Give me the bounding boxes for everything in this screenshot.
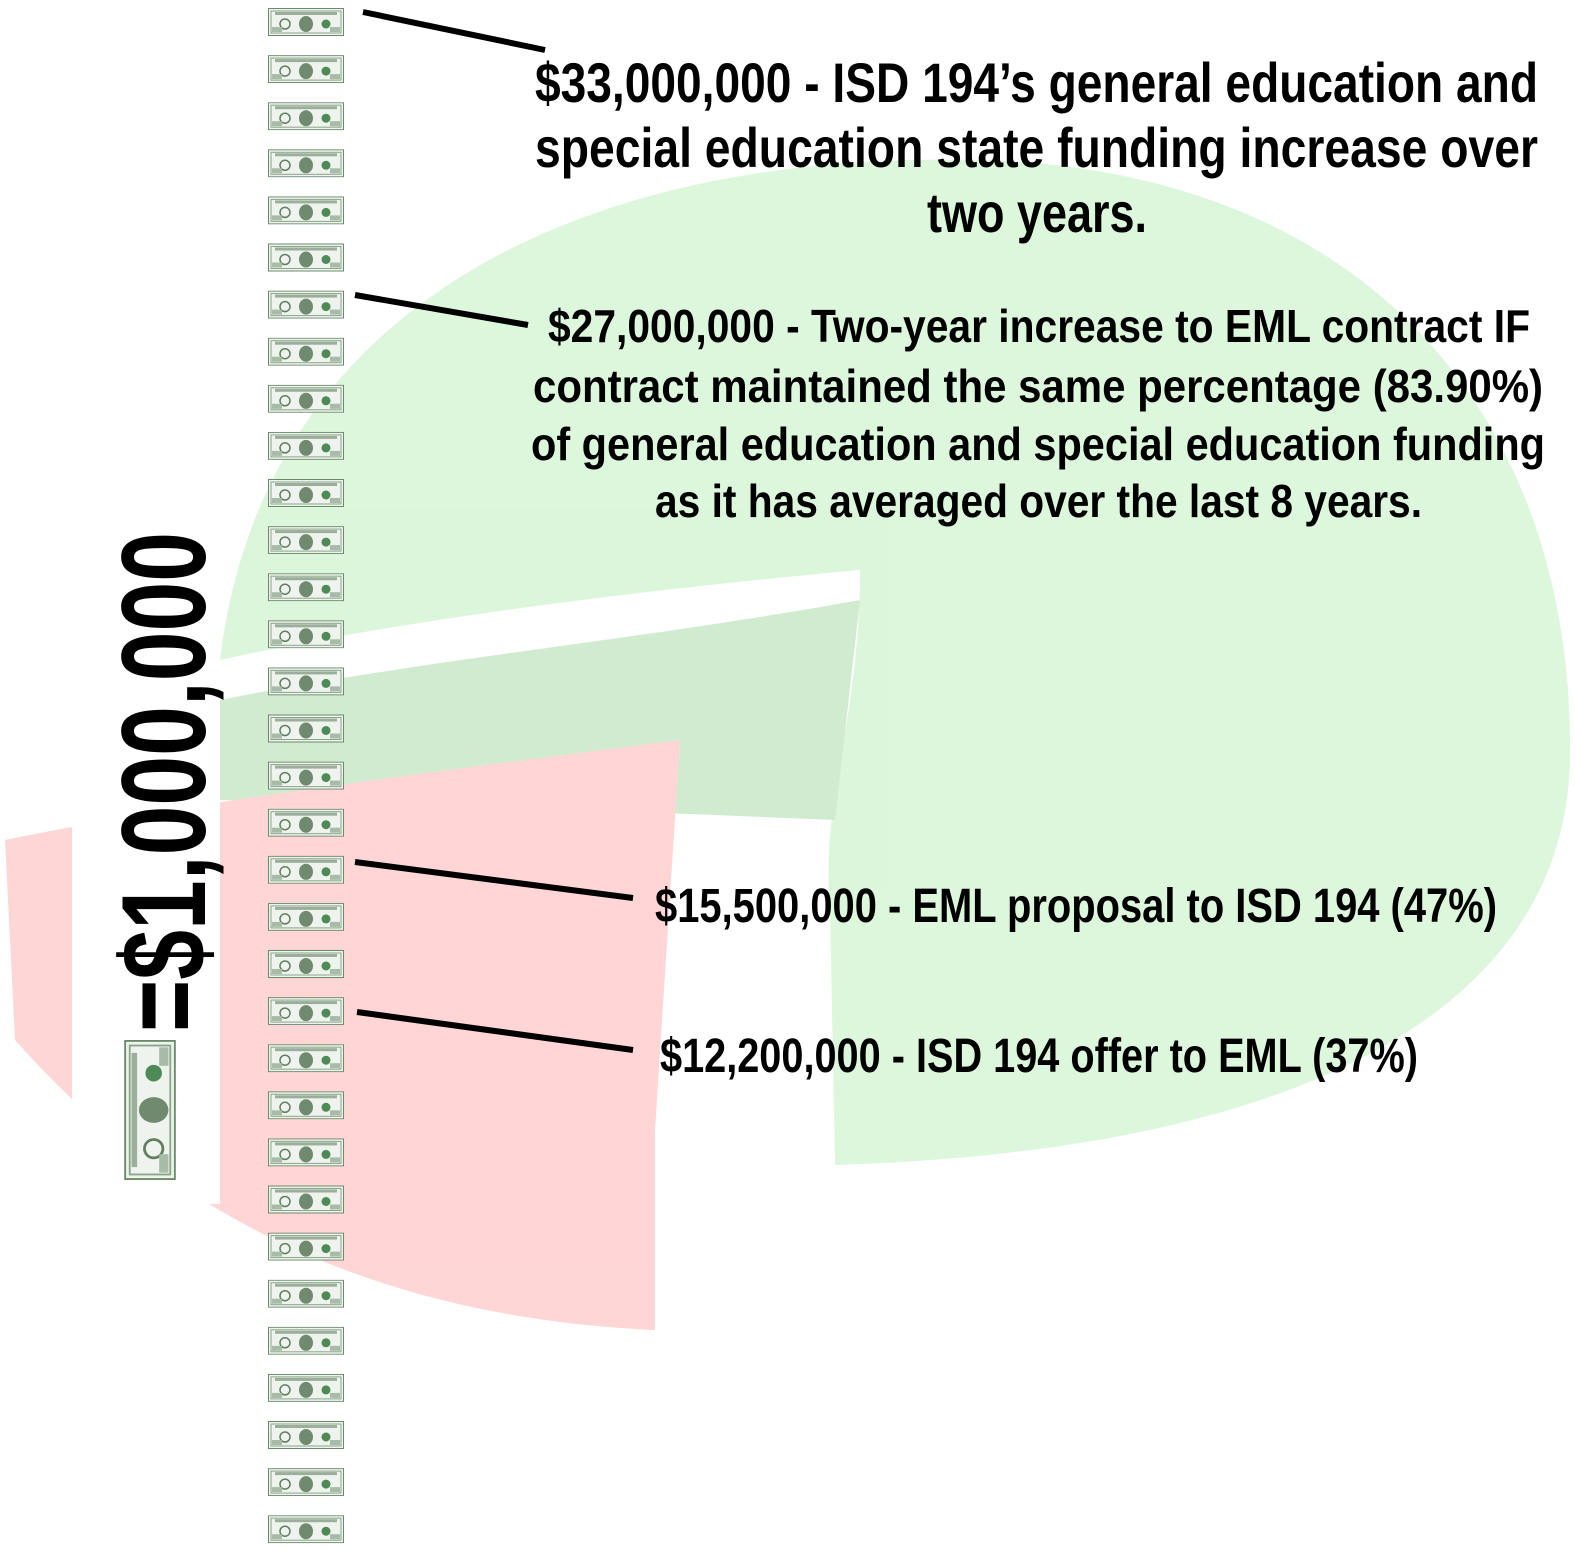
bill-icon	[269, 1422, 344, 1449]
bill-icon	[269, 1469, 344, 1496]
annotation-line: of general education and special educati…	[531, 418, 1545, 470]
bill-icon	[269, 150, 344, 177]
bill-icon	[269, 338, 344, 365]
bill-icon	[269, 385, 344, 412]
bill-icon	[269, 1186, 344, 1213]
legend-label: =$1,000,000	[97, 532, 231, 1032]
legend-bill	[125, 1041, 175, 1179]
bill-icon	[269, 903, 344, 930]
bill-icon	[269, 715, 344, 742]
bill-column	[269, 9, 344, 1543]
annotation-line: contract maintained the same percentage …	[533, 360, 1543, 412]
annotation-line: $12,200,000 - ISD 194 offer to EML (37%)	[660, 1030, 1418, 1083]
bill-icon	[269, 432, 344, 459]
bill-icon	[269, 197, 344, 224]
bill-icon	[269, 103, 344, 130]
annotation-line: two years.	[927, 181, 1147, 244]
bill-icon	[269, 1516, 344, 1543]
annotation-line: special education state funding increase…	[535, 116, 1538, 179]
bill-icon	[269, 574, 344, 601]
bill-icon	[269, 621, 344, 648]
infographic: =$1,000,000 $33,000,000 - ISD 194’s gene…	[0, 0, 1575, 1551]
annotation-line: $33,000,000 - ISD 194’s general educatio…	[535, 51, 1538, 114]
bill-icon	[269, 56, 344, 83]
bill-icon	[269, 1139, 344, 1166]
bill-icon	[269, 291, 344, 318]
bill-icon	[269, 9, 344, 36]
annotation-line: as it has averaged over the last 8 years…	[655, 475, 1422, 527]
bill-icon	[269, 1233, 344, 1260]
leader-line	[363, 12, 545, 50]
bill-icon	[269, 527, 344, 554]
bill-icon	[269, 998, 344, 1025]
bill-icon	[269, 668, 344, 695]
annotation-line: $15,500,000 - EML proposal to ISD 194 (4…	[655, 880, 1497, 933]
bill-icon	[269, 856, 344, 883]
bill-icon	[269, 1092, 344, 1119]
bill-icon	[269, 951, 344, 978]
bill-icon	[269, 480, 344, 507]
annotation-line: $27,000,000 - Two-year increase to EML c…	[548, 300, 1530, 352]
bill-icon	[269, 809, 344, 836]
bill-icon	[269, 244, 344, 271]
bill-icon	[269, 762, 344, 789]
bill-icon	[269, 1045, 344, 1072]
bill-icon	[269, 1374, 344, 1401]
bill-icon	[269, 1327, 344, 1354]
bill-icon	[269, 1280, 344, 1307]
